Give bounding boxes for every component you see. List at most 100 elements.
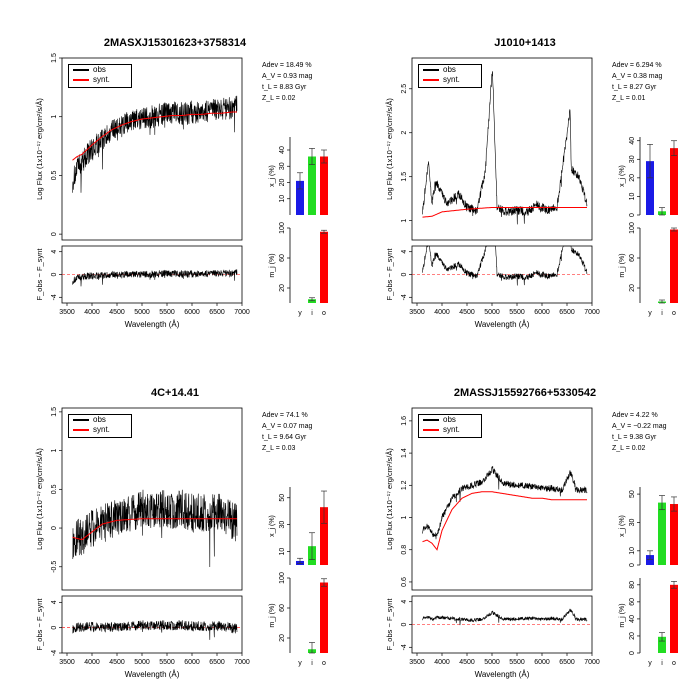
stat-metallicity: Z_L = 0.01 <box>612 95 646 102</box>
stat-adev: Adev = 4.22 % <box>612 412 658 419</box>
stat-adev: Adev = 6.294 % <box>612 62 662 69</box>
mj-tick-label: 60 <box>629 254 636 262</box>
y-tick-label: 1.2 <box>401 480 408 490</box>
x-tick-label: 7000 <box>234 659 250 666</box>
xj-tick-label: 0 <box>629 213 636 217</box>
resid-tick-label: 0 <box>51 626 58 630</box>
spectrum-chart: 0 0.5 1 1.5 -4 0 4 3500 4000 4500 5000 5500 6000 6500… <box>35 53 328 329</box>
x-tick-label: 3500 <box>59 309 75 316</box>
legend: obs synt. <box>418 64 482 88</box>
mj-tick-label: 20 <box>279 284 286 292</box>
xj-tick-label: 30 <box>279 521 286 529</box>
xj-tick-label: 10 <box>629 547 636 555</box>
legend: obs synt. <box>68 64 132 88</box>
y-tick-label: 0 <box>51 232 58 236</box>
spectrum-chart: 1 1.5 2 2.5 -4 0 4 3500 4000 4500 5000 5500 6000 6500… <box>385 57 678 329</box>
x-tick-label: 6000 <box>184 309 200 316</box>
bar-category-label: o <box>672 660 676 667</box>
resid-axis-label: F_obs − F_synt <box>35 248 44 301</box>
xj-bar-o <box>320 156 328 215</box>
legend-obs-label: obs <box>93 65 106 74</box>
legend: obs synt. <box>68 414 132 438</box>
y-tick-label: 1 <box>51 449 58 453</box>
spectrum-panel-1: 2MASXJ15301623+3758314 0 0.5 1 1.5 -4 0 4 3500 4… <box>0 0 350 350</box>
residual-line <box>422 245 588 286</box>
x-tick-label: 5500 <box>509 659 525 666</box>
legend-synt: synt. <box>419 425 481 435</box>
mj-tick-label: 60 <box>629 598 636 606</box>
y-axis-label: Log Flux (1x10⁻¹⁷ erg/cm²/s/Å) <box>385 98 394 200</box>
stat-age: t_L = 9.38 Gyr <box>612 434 657 441</box>
xj-tick-label: 10 <box>279 195 286 203</box>
y-tick-label: 0.5 <box>51 484 58 494</box>
panel-title: 2MASXJ15301623+3758314 <box>103 37 247 49</box>
y-tick-label: 0 <box>51 526 58 530</box>
xj-axis-label: x_j (%) <box>619 515 626 537</box>
fit-stats: Adev = 74.1 % A_V = 0.07 mag t_L = 9.64 … <box>262 410 312 454</box>
y-tick-label: 1 <box>401 219 408 223</box>
resid-tick-label: 4 <box>51 250 58 254</box>
xj-axis-label: x_j (%) <box>269 165 276 187</box>
mj-tick-label: 0 <box>629 651 636 655</box>
mj-tick-label: 40 <box>629 615 636 623</box>
x-tick-label: 6500 <box>209 309 225 316</box>
resid-tick-label: 4 <box>401 250 408 254</box>
mj-axis-label: m_j (%) <box>619 603 626 627</box>
x-tick-label: 6000 <box>184 659 200 666</box>
x-axis-label: Wavelength (Å) <box>125 670 180 679</box>
legend-synt: synt. <box>69 425 131 435</box>
stat-adev: Adev = 74.1 % <box>262 412 308 419</box>
x-tick-label: 4500 <box>459 659 475 666</box>
xj-tick-label: 50 <box>279 494 286 502</box>
synt-spectrum-line <box>422 491 587 551</box>
stat-age: t_L = 8.83 Gyr <box>262 84 307 91</box>
x-tick-label: 4000 <box>84 659 100 666</box>
x-tick-label: 5000 <box>134 309 150 316</box>
legend-synt-label: synt. <box>443 75 460 84</box>
bar-category-label: i <box>311 310 313 317</box>
resid-tick-label: -4 <box>401 294 408 300</box>
mj-bar-o <box>670 229 678 303</box>
synt-spectrum-line <box>72 518 237 541</box>
x-tick-label: 5500 <box>159 659 175 666</box>
stat-metallicity: Z_L = 0.02 <box>262 95 296 102</box>
stat-adev: Adev = 18.49 % <box>262 62 312 69</box>
spectrum-frame <box>61 57 243 241</box>
xj-tick-label: 30 <box>629 155 636 163</box>
resid-axis-label: F_obs − F_synt <box>385 598 394 651</box>
x-tick-label: 7000 <box>584 309 600 316</box>
fit-stats: Adev = 6.294 % A_V = 0.38 mag t_L = 8.27… <box>612 60 662 104</box>
x-tick-label: 4000 <box>434 659 450 666</box>
x-tick-label: 6500 <box>209 659 225 666</box>
panel-title: 2MASSJ15592766+5330542 <box>453 387 597 399</box>
resid-tick-label: 4 <box>401 600 408 604</box>
xj-axis-label: x_j (%) <box>619 165 626 187</box>
legend-obs: obs <box>69 415 131 425</box>
spectrum-frame <box>411 57 593 241</box>
bar-category-label: y <box>648 310 652 317</box>
legend-obs-label: obs <box>443 65 456 74</box>
spectrum-frame <box>61 407 243 591</box>
resid-tick-label: 0 <box>51 272 58 276</box>
legend-obs-label: obs <box>443 415 456 424</box>
bar-category-label: y <box>648 660 652 667</box>
mj-bar-o <box>320 231 328 303</box>
stat-age: t_L = 8.27 Gyr <box>612 84 657 91</box>
x-tick-label: 5000 <box>134 659 150 666</box>
xj-tick-label: 10 <box>279 548 286 556</box>
bar-category-label: i <box>661 660 663 667</box>
xj-bar-y <box>646 555 654 565</box>
mj-bar-i <box>308 299 316 303</box>
x-axis-label: Wavelength (Å) <box>125 320 180 329</box>
y-tick-label: 1.5 <box>401 172 408 182</box>
panel-title: J1010+1413 <box>494 37 556 49</box>
bar-category-label: o <box>322 310 326 317</box>
resid-tick-label: -4 <box>51 294 58 300</box>
synt-spectrum-line <box>72 111 237 161</box>
y-tick-label: 1 <box>51 115 58 119</box>
mj-axis-label: m_j (%) <box>269 603 276 627</box>
y-tick-label: 1 <box>401 515 408 519</box>
mj-tick-label: 20 <box>279 634 286 642</box>
x-tick-label: 5500 <box>159 309 175 316</box>
resid-tick-label: -4 <box>401 644 408 650</box>
